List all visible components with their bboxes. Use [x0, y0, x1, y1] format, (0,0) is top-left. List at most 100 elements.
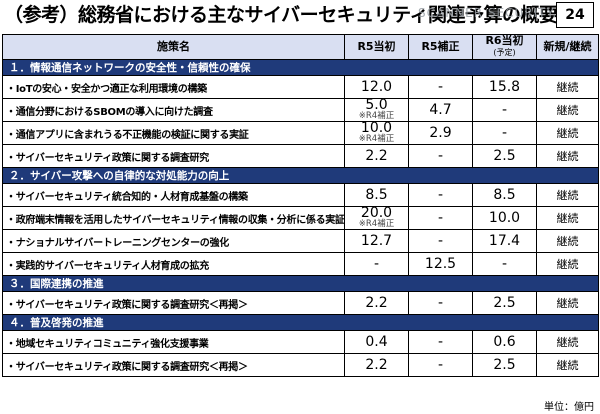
table-row: ・IoTの安心・安全かつ適正な利用環境の構築 12.0-15.8 継続: [2, 75, 599, 99]
r5-initial-note: ※R4補正: [358, 219, 395, 229]
measure-name: ・IoTの安心・安全かつ適正な利用環境の構築: [2, 75, 345, 99]
measure-name: ・サイバーセキュリティ政策に関する調査研究: [2, 144, 345, 168]
measure-name: ・サイバーセキュリティ統合知的・人材育成基盤の構築: [2, 183, 345, 207]
r5-supplementary-value: -: [408, 330, 473, 354]
column-header-r6-note: (予定): [493, 48, 516, 57]
status-cell: 継続: [536, 291, 599, 315]
status-cell: 継続: [536, 229, 599, 253]
r5-initial-amount: 2.2: [365, 356, 388, 373]
r6-initial-value: 2.5: [472, 144, 537, 168]
r6-initial-value: 2.5: [472, 291, 537, 315]
measure-name: ・実践的サイバーセキュリティ人材育成の拡充: [2, 252, 345, 276]
section-title: ２．サイバー攻撃への自律的な対処能力の向上: [2, 167, 599, 184]
r5-supplementary-value: -: [408, 183, 473, 207]
r5-initial-note: ※R4補正: [358, 111, 395, 121]
status-cell: 継続: [536, 121, 599, 145]
r5-initial-value: 12.0: [344, 75, 409, 99]
table-row: ・サイバーセキュリティ政策に関する調査研究＜再掲＞ 2.2 -2.5 継続: [2, 353, 599, 377]
r5-initial-amount: 2.2: [365, 147, 388, 164]
r5-supplementary-value: -: [408, 206, 473, 230]
measure-name: ・通信アプリに含まれうる不正機能の検証に関する実証: [2, 121, 345, 145]
unit-label: 単位：億円: [544, 402, 594, 413]
column-header-r6-label: R6当初: [485, 34, 524, 47]
r5-initial-value: 0.4: [344, 330, 409, 354]
measure-name: ・ナショナルサイバートレーニングセンターの強化: [2, 229, 345, 253]
section-title: １．情報通信ネットワークの安全性・信頼性の確保: [2, 59, 599, 76]
r5-supplementary-value: -: [408, 229, 473, 253]
r6-initial-value: 0.6: [472, 330, 537, 354]
column-header-name: 施策名: [2, 34, 345, 60]
status-cell: 継続: [536, 252, 599, 276]
r5-supplementary-value: -: [408, 144, 473, 168]
r5-initial-value: 20.0 ※R4補正: [344, 206, 409, 230]
section-row: ４．普及啓発の推進: [2, 314, 599, 331]
r6-initial-value: -: [472, 121, 537, 145]
status-cell: 継続: [536, 353, 599, 377]
r6-initial-value: 2.5: [472, 353, 537, 377]
table-row: ・サイバーセキュリティ政策に関する調査研究＜再掲＞ 2.2 -2.5 継続: [2, 291, 599, 315]
r5-initial-amount: 12.0: [360, 78, 393, 95]
table-row: ・ナショナルサイバートレーニングセンターの強化 12.7-17.4 継続: [2, 229, 599, 253]
r6-initial-value: 17.4: [472, 229, 537, 253]
section-row: １．情報通信ネットワークの安全性・信頼性の確保: [2, 59, 599, 76]
r5-initial-value: 5.0 ※R4補正: [344, 98, 409, 122]
section-title: ４．普及啓発の推進: [2, 314, 599, 331]
r5-initial-amount: 20.0: [360, 206, 393, 221]
section-title: ３．国際連携の推進: [2, 275, 599, 292]
r5-initial-amount: 2.2: [365, 294, 388, 311]
column-header-r6: R6当初 (予定): [472, 34, 537, 60]
r6-initial-value: -: [472, 252, 537, 276]
r5-supplementary-value: 2.9: [408, 121, 473, 145]
status-cell: 継続: [536, 144, 599, 168]
table-header-row: 施策名 R5当初 R5補正 R6当初 (予定) 新規/継続: [2, 34, 599, 60]
status-cell: 継続: [536, 98, 599, 122]
r5-supplementary-value: -: [408, 291, 473, 315]
table-row: ・サイバーセキュリティ統合知的・人材育成基盤の構築 8.5-8.5 継続: [2, 183, 599, 207]
r6-initial-value: 8.5: [472, 183, 537, 207]
r5-initial-value: 8.5: [344, 183, 409, 207]
section-row: ３．国際連携の推進: [2, 275, 599, 292]
measure-name: ・通信分野におけるSBOMの導入に向けた調査: [2, 98, 345, 122]
table-row: ・通信分野におけるSBOMの導入に向けた調査 5.0 ※R4補正 4.7- 継続: [2, 98, 599, 122]
r5-supplementary-value: 4.7: [408, 98, 473, 122]
r5-supplementary-value: -: [408, 353, 473, 377]
r5-initial-value: 2.2: [344, 144, 409, 168]
r5-initial-amount: 12.7: [360, 232, 393, 249]
table-row: ・サイバーセキュリティ政策に関する調査研究 2.2 -2.5 継続: [2, 144, 599, 168]
status-cell: 継続: [536, 183, 599, 207]
r6-initial-value: 15.8: [472, 75, 537, 99]
table-row: ・地域セキュリティコミュニティ強化支援事業 0.4 -0.6 継続: [2, 330, 599, 354]
section-row: ２．サイバー攻撃への自律的な対処能力の向上: [2, 167, 599, 184]
r5-supplementary-value: 12.5: [408, 252, 473, 276]
column-header-r5-supplementary: R5補正: [408, 34, 473, 60]
table-row: ・政府端末情報を活用したサイバーセキュリティ情報の収集・分析に係る実証事業 20.…: [2, 206, 599, 230]
r5-initial-value: 10.0 ※R4補正: [344, 121, 409, 145]
r5-initial-amount: 5.0: [365, 98, 388, 113]
r5-initial-amount: 0.4: [365, 333, 388, 350]
r5-initial-amount: 10.0: [360, 121, 393, 136]
r5-initial-value: 2.2: [344, 353, 409, 377]
table-row: ・実践的サイバーセキュリティ人材育成の拡充 -12.5- 継続: [2, 252, 599, 276]
r6-initial-value: -: [472, 98, 537, 122]
measure-name: ・サイバーセキュリティ政策に関する調査研究＜再掲＞: [2, 353, 345, 377]
r5-initial-amount: -: [373, 255, 380, 272]
r5-initial-value: 12.7: [344, 229, 409, 253]
measure-name: ・地域セキュリティコミュニティ強化支援事業: [2, 330, 345, 354]
measure-name: ・サイバーセキュリティ政策に関する調査研究＜再掲＞: [2, 291, 345, 315]
r5-initial-note: ※R4補正: [358, 134, 395, 144]
budget-table: 施策名 R5当初 R5補正 R6当初 (予定) 新規/継続 １．情報通信ネットワ…: [2, 34, 599, 377]
r5-supplementary-value: -: [408, 75, 473, 99]
watermark: SCANNER SECURITY.NEXT: [418, 6, 594, 20]
column-header-status: 新規/継続: [536, 34, 599, 60]
status-cell: 継続: [536, 206, 599, 230]
table-row: ・通信アプリに含まれうる不正機能の検証に関する実証 10.0 ※R4補正 2.9- 継続: [2, 121, 599, 145]
r5-initial-amount: 8.5: [365, 186, 388, 203]
r6-initial-value: 10.0: [472, 206, 537, 230]
status-cell: 継続: [536, 330, 599, 354]
status-cell: 継続: [536, 75, 599, 99]
page-number: 24: [556, 2, 594, 28]
page-title: （参考）総務省における主なサイバーセキュリティ関連予算の概要: [4, 4, 558, 26]
r5-initial-value: 2.2: [344, 291, 409, 315]
column-header-r5: R5当初: [344, 34, 409, 60]
r5-initial-value: -: [344, 252, 409, 276]
